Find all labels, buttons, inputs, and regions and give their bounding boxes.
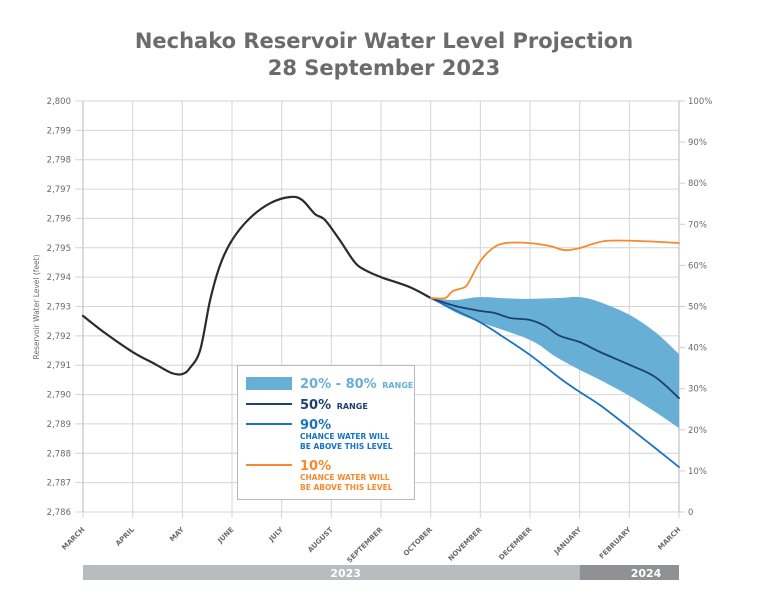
- legend-p10-sub2: BE ABOVE THIS LEVEL: [300, 482, 393, 492]
- y-axis-ticks: 2,786 2,787 2,788 2,789 2,790 2,791 2,792 2,793…: [47, 97, 71, 518]
- chart-subtitle: 28 September 2023: [267, 56, 501, 80]
- y-tick-label: 2,787: [47, 479, 71, 489]
- y2-tick-label: 70%: [688, 220, 707, 230]
- legend-p90-sub2: BE ABOVE THIS LEVEL: [300, 441, 393, 451]
- legend: 20% - 80% RANGE 50% RANGE 90% CHANCE WAT…: [237, 365, 415, 500]
- y2-tick-label: 0: [688, 508, 693, 518]
- y-tick-label: 2,800: [47, 97, 71, 107]
- y2-tick-label: 90%: [688, 138, 707, 148]
- legend-p50-small: RANGE: [336, 402, 368, 411]
- legend-p90-sub1: CHANCE WATER WILL: [300, 432, 390, 441]
- year-label: 2023: [330, 567, 361, 580]
- x-tick-label: JANUARY: [552, 525, 584, 557]
- y2-tick-label: 10%: [688, 467, 707, 477]
- x-axis-ticks: MARCH APRIL MAY JUNE JULY AUGUST SEPTEMBER OCTO…: [60, 525, 682, 565]
- y2-tick-label: 20%: [688, 426, 707, 436]
- chart-title: Nechako Reservoir Water Level Projection: [134, 29, 634, 53]
- legend-item-p10: 10% CHANCE WATER WILL BE ABOVE THIS LEVE…: [246, 457, 393, 492]
- y-tick-label: 2,799: [47, 126, 71, 136]
- series-10pct: [429, 239, 680, 300]
- y-tick-label: 2,791: [47, 361, 71, 371]
- legend-swatch-p50: [246, 403, 292, 405]
- y2-axis-ticks: 0 10% 20% 30% 40% 50% 60% 70% 80% 90% 100%: [679, 97, 712, 518]
- series-historical: [81, 195, 432, 376]
- x-tick-label: SEPTEMBER: [346, 525, 385, 564]
- y-tick-label: 2,794: [47, 273, 71, 283]
- x-tick-label: MARCH: [60, 526, 86, 552]
- x-tick-label: AUGUST: [306, 526, 335, 555]
- y-tick-label: 2,796: [47, 214, 71, 224]
- legend-swatch-band: [246, 377, 292, 390]
- y2-tick-label: 60%: [688, 261, 707, 271]
- y2-tick-label: 40%: [688, 344, 707, 354]
- y-tick-label: 2,792: [47, 332, 71, 342]
- y-tick-label: 2,788: [47, 449, 71, 459]
- y-tick-label: 2,789: [47, 420, 71, 430]
- legend-p10-sub1: CHANCE WATER WILL: [300, 473, 390, 482]
- legend-band-small: RANGE: [382, 381, 414, 390]
- year-segment-2023: [83, 565, 580, 580]
- x-tick-label: MAY: [168, 525, 186, 543]
- y-tick-label: 2,795: [47, 244, 71, 254]
- y-tick-label: 2,790: [47, 391, 71, 401]
- y-tick-label: 2,793: [47, 303, 71, 313]
- legend-item-p90: 90% CHANCE WATER WILL BE ABOVE THIS LEVE…: [246, 416, 393, 451]
- band-20-80: [430, 296, 679, 429]
- year-bar: 2023 2024: [83, 565, 679, 580]
- legend-item-band: 20% - 80% RANGE: [246, 375, 413, 391]
- x-tick-label: JULY: [267, 525, 286, 544]
- x-tick-label: DECEMBER: [497, 525, 533, 561]
- series-marks: [81, 195, 680, 468]
- legend-p10-big: 10%: [300, 459, 332, 474]
- legend-swatch-p10: [246, 464, 292, 466]
- series-50pct: [429, 297, 680, 399]
- y-tick-label: 2,797: [47, 185, 71, 195]
- x-tick-label: APRIL: [114, 525, 136, 547]
- legend-p90-big: 90%: [300, 418, 332, 433]
- y-tick-label: 2,786: [47, 508, 71, 518]
- y2-tick-label: 50%: [688, 303, 707, 313]
- y-tick-label: 2,798: [47, 156, 71, 166]
- x-tick-label: MARCH: [656, 526, 682, 552]
- year-segment-2024: [579, 565, 679, 580]
- y-axis-label: Reservoir Water Level (feet): [32, 254, 41, 359]
- legend-item-p50: 50% RANGE: [246, 396, 368, 412]
- legend-swatch-p90: [246, 423, 292, 425]
- year-label: 2024: [631, 567, 662, 580]
- legend-p50-big: 50%: [300, 398, 332, 413]
- y2-tick-label: 100%: [688, 97, 712, 107]
- x-tick-label: JUNE: [216, 526, 236, 546]
- series-90pct: [429, 297, 680, 468]
- x-tick-label: OCTOBER: [402, 525, 434, 557]
- legend-band-big: 20% - 80%: [300, 377, 377, 392]
- x-tick-label: FEBRUARY: [598, 525, 633, 560]
- x-tick-label: NOVEMBER: [447, 525, 484, 562]
- y2-tick-label: 80%: [688, 179, 707, 189]
- y2-tick-label: 30%: [688, 385, 707, 395]
